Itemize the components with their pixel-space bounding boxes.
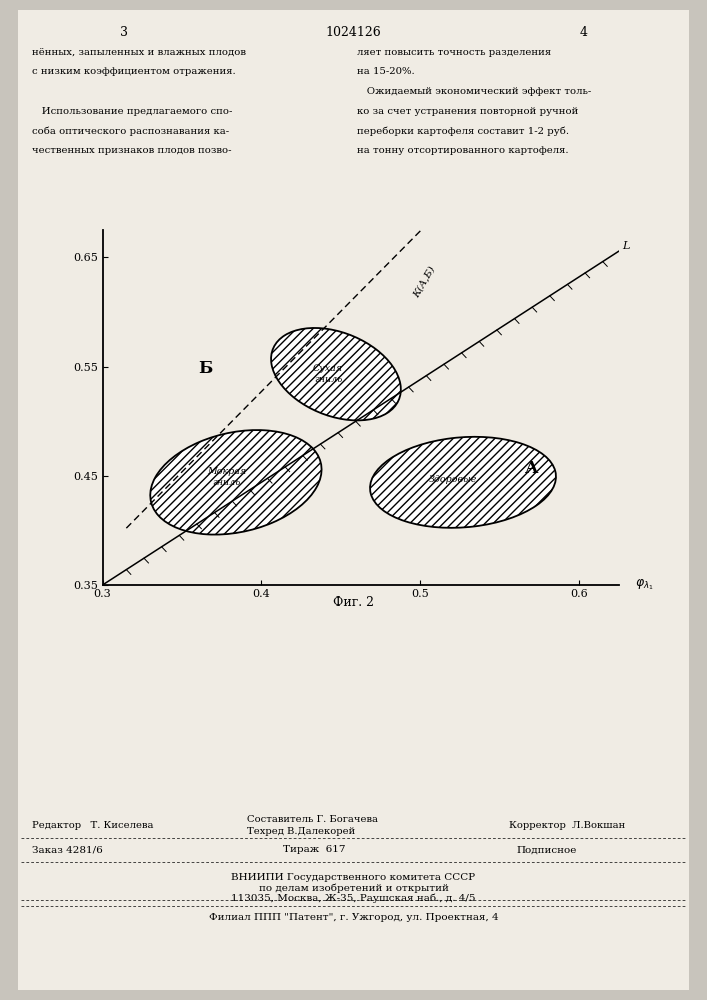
Text: Корректор  Л.Вокшан: Корректор Л.Вокшан [509,822,625,830]
Text: Здоровые: Здоровые [429,475,478,484]
Text: переборки картофеля составит 1-2 руб.: переборки картофеля составит 1-2 руб. [357,126,569,135]
Text: Фиг. 2: Фиг. 2 [333,595,374,608]
Text: 1024126: 1024126 [326,26,381,39]
Text: ляет повысить точность разделения: ляет повысить точность разделения [357,48,551,57]
Text: L: L [621,241,629,251]
Text: по делам изобретений и открытий: по делам изобретений и открытий [259,883,448,893]
Text: $\varphi_{\lambda_1}$: $\varphi_{\lambda_1}$ [634,578,653,592]
Text: Использование предлагаемого спо-: Использование предлагаемого спо- [32,106,232,115]
Text: Подписное: Подписное [516,846,576,854]
Ellipse shape [271,328,401,420]
Text: Мокрая
гниль: Мокрая гниль [207,467,246,487]
Text: Редактор   Т. Киселева: Редактор Т. Киселева [32,820,153,830]
Text: соба оптического распознавания ка-: соба оптического распознавания ка- [32,126,229,135]
Text: ВНИИПИ Государственного комитета СССР: ВНИИПИ Государственного комитета СССР [231,874,476,882]
Text: Ожидаемый экономический эффект толь-: Ожидаемый экономический эффект толь- [357,87,591,96]
Ellipse shape [151,430,322,535]
Text: с низким коэффициентом отражения.: с низким коэффициентом отражения. [32,68,235,77]
Text: на тонну отсортированного картофеля.: на тонну отсортированного картофеля. [357,146,568,155]
Text: 113035, Москва, Ж-35, Раушская наб., д. 4/5: 113035, Москва, Ж-35, Раушская наб., д. … [231,893,476,903]
Text: А: А [525,460,538,477]
Text: ко за счет устранения повторной ручной: ко за счет устранения повторной ручной [357,106,578,115]
Text: 4: 4 [579,26,588,39]
Text: Составитель Г. Богачева: Составитель Г. Богачева [247,816,378,824]
Text: Техред В.Далекорей: Техред В.Далекорей [247,828,356,836]
Text: нённых, запыленных и влажных плодов: нённых, запыленных и влажных плодов [32,48,246,57]
Text: 3: 3 [119,26,128,39]
Text: Сухая
гниль: Сухая гниль [313,364,343,384]
Text: чественных признаков плодов позво-: чественных признаков плодов позво- [32,146,231,155]
Ellipse shape [370,437,556,528]
Text: К(А,Б): К(А,Б) [411,265,437,300]
Text: Заказ 4281/6: Заказ 4281/6 [32,846,103,854]
Text: Тираж  617: Тираж 617 [283,846,345,854]
Text: Филиал ППП "Патент", г. Ужгород, ул. Проектная, 4: Филиал ППП "Патент", г. Ужгород, ул. Про… [209,914,498,922]
Text: Б: Б [199,360,213,377]
Text: на 15-20%.: на 15-20%. [357,68,415,77]
